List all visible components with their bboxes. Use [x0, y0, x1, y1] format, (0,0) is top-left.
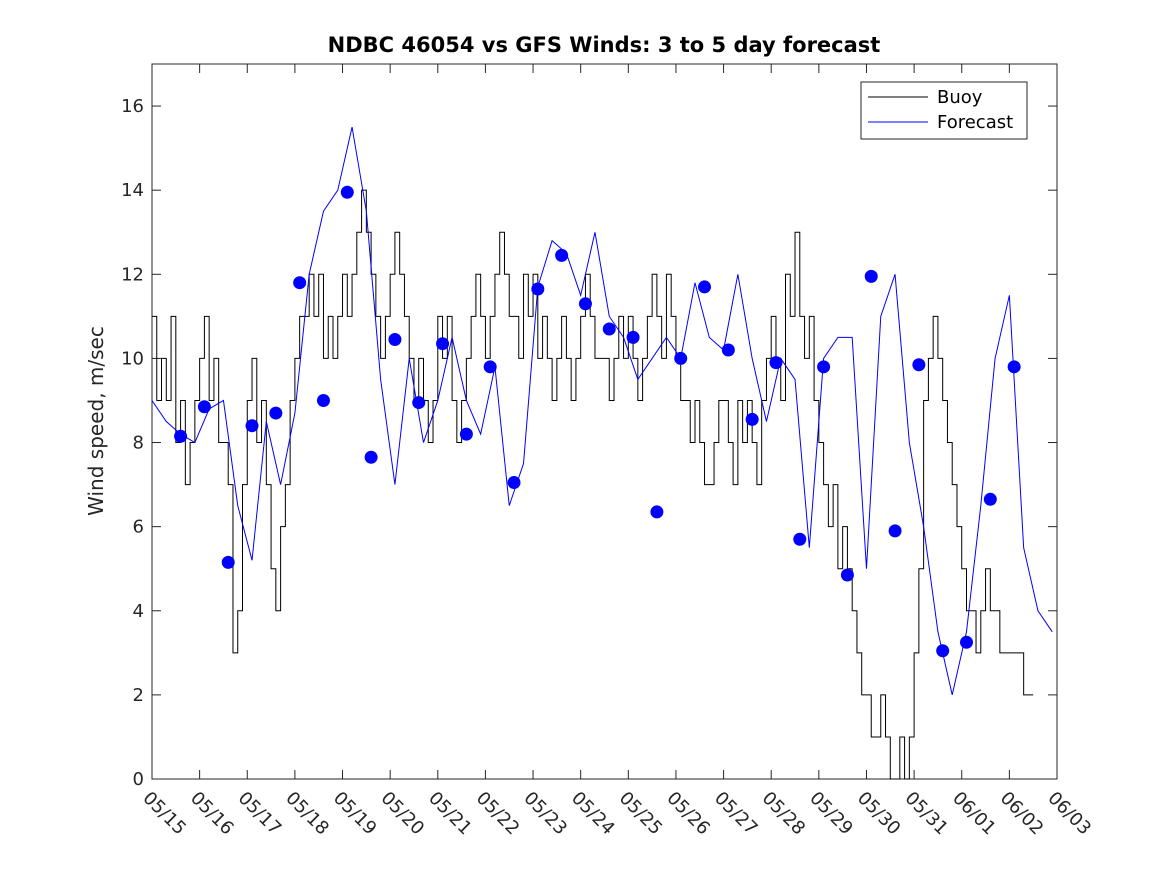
y-tick-label: 4 [133, 601, 144, 622]
marker-layer [174, 185, 1021, 658]
forecast-marker [388, 332, 402, 346]
legend: Buoy Forecast [860, 81, 1028, 140]
legend-buoy-label: Buoy [937, 87, 983, 108]
forecast-marker [936, 644, 950, 658]
forecast-marker [293, 276, 307, 290]
y-tick-label: 0 [133, 769, 144, 790]
forecast-marker [769, 356, 783, 370]
forecast-marker [459, 427, 473, 441]
y-tick-label: 2 [133, 685, 144, 706]
forecast-marker [197, 400, 211, 414]
forecast-marker [983, 492, 997, 506]
chart-title: NDBC 46054 vs GFS Winds: 3 to 5 day fore… [328, 33, 881, 57]
buoy-series-line [152, 189, 1034, 780]
forecast-marker [245, 419, 259, 433]
forecast-marker [1007, 360, 1021, 374]
forecast-marker [316, 393, 330, 407]
forecast-marker [912, 358, 926, 372]
forecast-marker [960, 635, 973, 649]
forecast-marker [745, 412, 759, 426]
forecast-marker [650, 505, 664, 519]
y-tick-label: 10 [121, 348, 144, 369]
forecast-marker [864, 269, 878, 283]
y-tick-label: 8 [133, 433, 144, 454]
forecast-marker [412, 396, 426, 410]
forecast-marker [888, 524, 902, 538]
forecast-series-line [151, 126, 1053, 695]
forecast-marker [483, 360, 497, 374]
forecast-marker [340, 185, 354, 199]
forecast-marker [840, 568, 854, 582]
y-tick-label: 14 [121, 180, 144, 201]
axes-box [151, 63, 1058, 780]
forecast-marker [436, 337, 450, 351]
legend-forecast-label: Forecast [937, 112, 1013, 133]
forecast-marker [221, 555, 235, 569]
forecast-marker [626, 330, 640, 344]
forecast-marker [531, 282, 545, 296]
forecast-marker [674, 351, 688, 365]
forecast-marker [817, 360, 831, 374]
forecast-marker [364, 450, 378, 464]
forecast-marker [555, 248, 569, 262]
y-tick-label: 16 [121, 96, 144, 117]
legend-box [860, 81, 1028, 140]
forecast-marker [698, 280, 712, 294]
series-layer [151, 126, 1053, 780]
forecast-marker [602, 322, 616, 336]
forecast-marker [793, 532, 807, 546]
y-tick-label: 12 [121, 264, 144, 285]
forecast-marker [507, 475, 521, 489]
y-axis-label: Wind speed, m/sec [84, 326, 108, 516]
forecast-marker [721, 343, 735, 357]
forecast-marker [578, 297, 592, 311]
y-tick-label: 6 [133, 517, 144, 538]
forecast-marker [269, 406, 283, 420]
y-axis: 0 2 4 6 8 10 12 14 16 [121, 96, 1057, 790]
forecast-marker [174, 429, 188, 443]
